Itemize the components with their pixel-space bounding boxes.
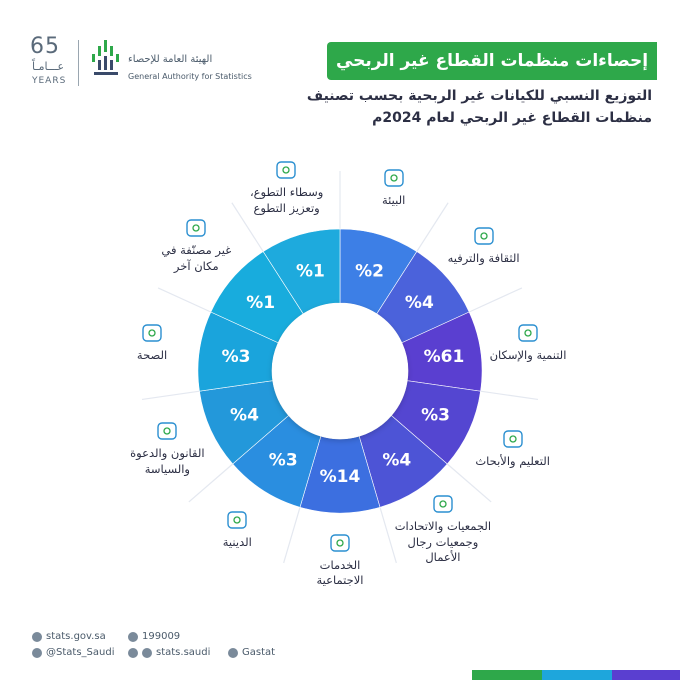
category-label: وسطاء التطوع، وتعزيز التطوع [250,185,323,216]
building-icon [516,322,540,348]
separator-ray [141,390,200,401]
value-label: %1 [246,293,275,313]
category-label: الصحة [137,348,167,364]
category-label-line: البيئة [382,192,406,207]
value-label: %2 [355,261,384,281]
instagram-icon [128,647,138,658]
category-label-line: التعليم والأبحاث [475,453,550,468]
heart-health-icon [140,322,164,348]
value-label: %3 [421,406,450,426]
category-label: البيئة [382,193,405,209]
separator-ray [157,287,212,313]
category-label-line: وسطاء التطوع، [249,185,324,200]
footer-linkedin[interactable]: Gastat [228,647,275,658]
phone-icon [128,631,138,642]
value-label: %3 [269,450,298,470]
heart-hands-icon [274,159,298,185]
category-label: التنمية والإسكان [490,348,567,364]
study-icon [501,428,525,454]
logo-divider [78,40,79,86]
org-name-en: General Authority for Statistics [128,72,252,81]
donut-hole [272,303,408,439]
category-label-line: الجمعيات والاتحادات [394,519,492,534]
category-label: الدينية [223,535,252,551]
linkedin-icon [228,647,238,658]
separator-ray [416,202,449,252]
category-label-line: الخدمات [319,557,361,572]
subtitle-line-2: منظمات القطاع غير الربحي لعام 2024م [372,110,652,126]
title-banner: إحصاءات منظمات القطاع غير الربحي [327,42,657,80]
value-label: %3 [222,347,251,367]
briefcase-icon [431,493,455,519]
facebook-icon [142,647,152,658]
category-label-line: وجمعيات رجال [407,534,479,549]
globe-icon [32,631,42,642]
footer-twitter[interactable]: @Stats_Saudi [32,647,114,658]
separator-ray [480,390,539,401]
category-label-line: الصحة [136,347,168,362]
separator-ray [188,463,234,503]
mosque-icon [225,509,249,535]
footer-color-bar [472,670,680,680]
value-label: %61 [424,347,465,367]
separator-ray [446,463,492,503]
gastat-logo-icon [92,40,119,75]
category-label-line: الأعمال [425,550,461,565]
separator-ray [468,287,523,313]
category-label: القانون والدعوة والسياسة [130,446,204,477]
category-label-line: التنمية والإسكان [489,347,567,362]
category-label: الثقافة والترفيه [448,251,520,267]
footer-phone[interactable]: 199009 [128,631,180,642]
law-document-icon [155,420,179,446]
category-label-line: مكان آخر [173,258,219,273]
footer-social[interactable]: stats.saudi [128,647,210,658]
category-label-line: الدينية [222,534,252,549]
value-label: %14 [320,467,361,487]
footer-website[interactable]: stats.gov.sa [32,631,106,642]
flowchart-icon [184,217,208,243]
years-label-ar: عـــامـاً [32,60,65,73]
category-label: الخدمات الاجتماعية [317,558,364,589]
years-number: 65 [30,34,60,59]
value-label: %4 [405,293,434,313]
category-label: غير مصنّفة في مكان آخر [161,243,231,274]
category-label-line: والسياسة [144,461,190,476]
x-twitter-icon [32,647,42,658]
category-label: الجمعيات والاتحادات وجمعيات رجال الأعمال [395,519,491,566]
value-label: %1 [296,261,325,281]
value-label: %4 [230,406,259,426]
plant-hand-icon [382,167,406,193]
years-label-en: YEARS [32,76,67,86]
category-label-line: غير مصنّفة في [161,243,232,258]
separator-ray [231,202,264,252]
category-label-line: الاجتماعية [316,573,364,588]
category-label-line: وتعزيز التطوع [253,200,320,215]
separator-ray [379,507,397,564]
value-label: %4 [382,450,411,470]
category-label-line: الثقافة والترفيه [447,250,520,265]
org-name-ar: الهيئة العامة للإحصاء [128,54,213,65]
subtitle-line-1: التوزيع النسبي للكيانات غير الربحية بحسب… [306,88,652,104]
theater-icon [472,225,496,251]
category-label-line: القانون والدعوة [130,446,205,461]
category-label: التعليم والأبحاث [475,454,550,470]
hands-people-icon [328,532,352,558]
separator-ray [283,507,301,564]
